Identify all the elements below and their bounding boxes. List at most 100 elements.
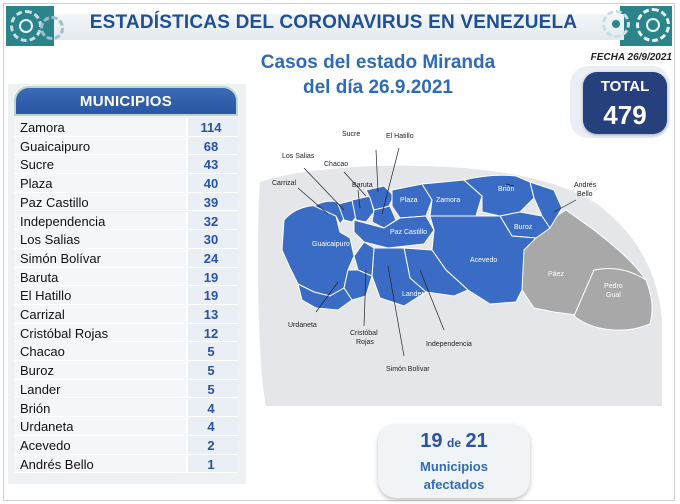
affected-total: 21 <box>465 430 488 452</box>
municipio-name: El Hatillo <box>20 288 72 304</box>
municipio-name: Baruta <box>20 269 59 285</box>
municipio-cases: 5 <box>207 381 215 397</box>
table-row: Guaicaipuro 68 <box>14 136 238 156</box>
miranda-map <box>258 147 662 406</box>
municipality-lander <box>371 247 427 307</box>
municipio-cases: 39 <box>203 194 219 210</box>
table-row: Independencia 32 <box>14 211 238 231</box>
municipio-cases: 114 <box>200 120 222 135</box>
map-label-sucre: Sucre <box>342 131 361 138</box>
map-label-paez: Páez <box>548 271 564 278</box>
map-label-paz-castillo: Paz Castillo <box>390 229 427 236</box>
municipio-value-cell: 19 <box>186 286 238 304</box>
table-row: Cristóbal Rojas 12 <box>14 323 238 343</box>
affected-number: 19 <box>420 430 443 452</box>
subtitle-line-2: del día 26.9.2021 <box>303 77 453 98</box>
municipio-cases: 4 <box>207 400 215 416</box>
municipio-cases: 12 <box>203 325 219 341</box>
municipio-name: Plaza <box>20 176 53 192</box>
table-row: Lander 5 <box>14 379 238 399</box>
map-label-el-hatillo: El Hatillo <box>386 133 414 140</box>
map-label-brion: Brión <box>498 186 515 193</box>
affected-line-2: afectados <box>423 477 485 492</box>
municipio-cases: 68 <box>203 138 219 154</box>
table-row: Urdaneta 4 <box>14 417 238 436</box>
municipio-name: Acevedo <box>20 437 71 453</box>
municipio-cases: 5 <box>207 363 215 379</box>
municipio-cases: 30 <box>203 232 219 248</box>
municipio-value-cell: 40 <box>186 174 238 192</box>
map-label-pedro-gual-1: Pedro <box>604 283 623 290</box>
map-label-andres-bello-1: Andrés <box>574 182 597 189</box>
table-row: Chacao 5 <box>14 342 238 362</box>
table-row: Zamora 114 <box>14 118 238 137</box>
table-row: Simón Bolívar 24 <box>14 248 238 268</box>
table-row: Los Salias 30 <box>14 230 238 249</box>
total-badge <box>583 72 667 134</box>
municipality-paz-castillo <box>353 215 435 249</box>
map-label-carrizal: Carrizal <box>272 180 297 187</box>
municipio-value-cell: 32 <box>186 211 238 230</box>
map-label-chacao: Chacao <box>324 161 349 168</box>
map-label-simon-bolivar: Simón Bolívar <box>386 366 430 373</box>
subtitle-line-1: Casos del estado Miranda <box>260 52 496 73</box>
map-label-los-salias: Los Salias <box>282 153 315 160</box>
municipio-cases: 43 <box>203 157 219 173</box>
map-leader-lines <box>297 147 577 357</box>
total-value: 479 <box>603 100 647 130</box>
municipio-value-cell: 24 <box>186 248 238 267</box>
municipio-cases: 4 <box>207 419 215 435</box>
municipio-value-cell: 19 <box>186 267 238 286</box>
map-label-acevedo: Acevedo <box>470 257 498 264</box>
page-subtitle: Casos del estado Miranda del día 26.9.20… <box>230 50 526 100</box>
date-label: FECHA 26/9/2021 <box>590 52 672 63</box>
municipio-name: Guaicaipuro <box>20 138 91 154</box>
table-row: Brión 4 <box>14 398 238 418</box>
map-label-independencia: Independencia <box>426 341 472 348</box>
affected-box <box>378 424 530 498</box>
map-label-lander: Lander <box>402 291 424 298</box>
municipio-value-cell: 5 <box>186 342 238 361</box>
municipio-name: Chacao <box>20 344 65 360</box>
table-row: Sucre 43 <box>14 155 238 175</box>
table-row: El Hatillo 19 <box>14 286 238 305</box>
affected-line-1: Municipios <box>420 459 488 474</box>
municipality-brion <box>462 174 535 217</box>
municipality-pedro-gual <box>573 267 653 331</box>
municipio-name: Zamora <box>20 120 65 135</box>
total-label: TOTAL <box>600 78 650 95</box>
municipio-cases: 19 <box>203 288 219 304</box>
map-label-cristobal-rojas-2: Rojas <box>356 339 374 346</box>
table-row: Paz Castillo 39 <box>14 192 238 212</box>
municipio-name: Sucre <box>20 157 54 173</box>
map-label-buroz: Buroz <box>514 224 533 231</box>
municipio-cases: 1 <box>207 456 215 472</box>
municipio-value-cell: 68 <box>186 136 238 155</box>
municipality-carrizal <box>312 200 347 225</box>
municipio-cases: 5 <box>207 344 215 360</box>
municipio-cases: 32 <box>203 213 219 229</box>
municipio-value-cell: 30 <box>186 230 238 248</box>
banner-title: ESTADÍSTICAS DEL CORONAVIRUS EN VENEZUEL… <box>89 12 578 33</box>
map-label-plaza: Plaza <box>400 197 418 204</box>
map-label-andres-bello-2: Bello <box>577 191 593 198</box>
municipio-name: Paz Castillo <box>20 194 89 210</box>
table-row: Carrizal 13 <box>14 305 238 324</box>
table-row: Baruta 19 <box>14 267 238 287</box>
municipio-value-cell: 2 <box>186 435 238 454</box>
map-label-zamora: Zamora <box>436 197 461 204</box>
map-label-urdaneta: Urdaneta <box>288 322 317 329</box>
municipios-header <box>14 86 238 116</box>
municipio-cases: 40 <box>203 176 219 192</box>
affected-text: Municipios afectados <box>378 458 530 494</box>
map-label-guaicaipuro: Guaicaipuro <box>312 241 350 248</box>
outer-border <box>3 3 675 501</box>
title-banner: ESTADÍSTICAS DEL CORONAVIRUS EN VENEZUEL… <box>6 6 672 46</box>
municipio-name: Carrizal <box>20 307 65 322</box>
municipio-cases: 2 <box>207 437 215 453</box>
municipio-value-cell: 5 <box>186 361 238 379</box>
affected-count: 19 de 21 <box>378 430 530 453</box>
municipio-value-cell: 39 <box>186 192 238 211</box>
banner-band <box>54 14 624 40</box>
table-row: Buroz 5 <box>14 361 238 380</box>
